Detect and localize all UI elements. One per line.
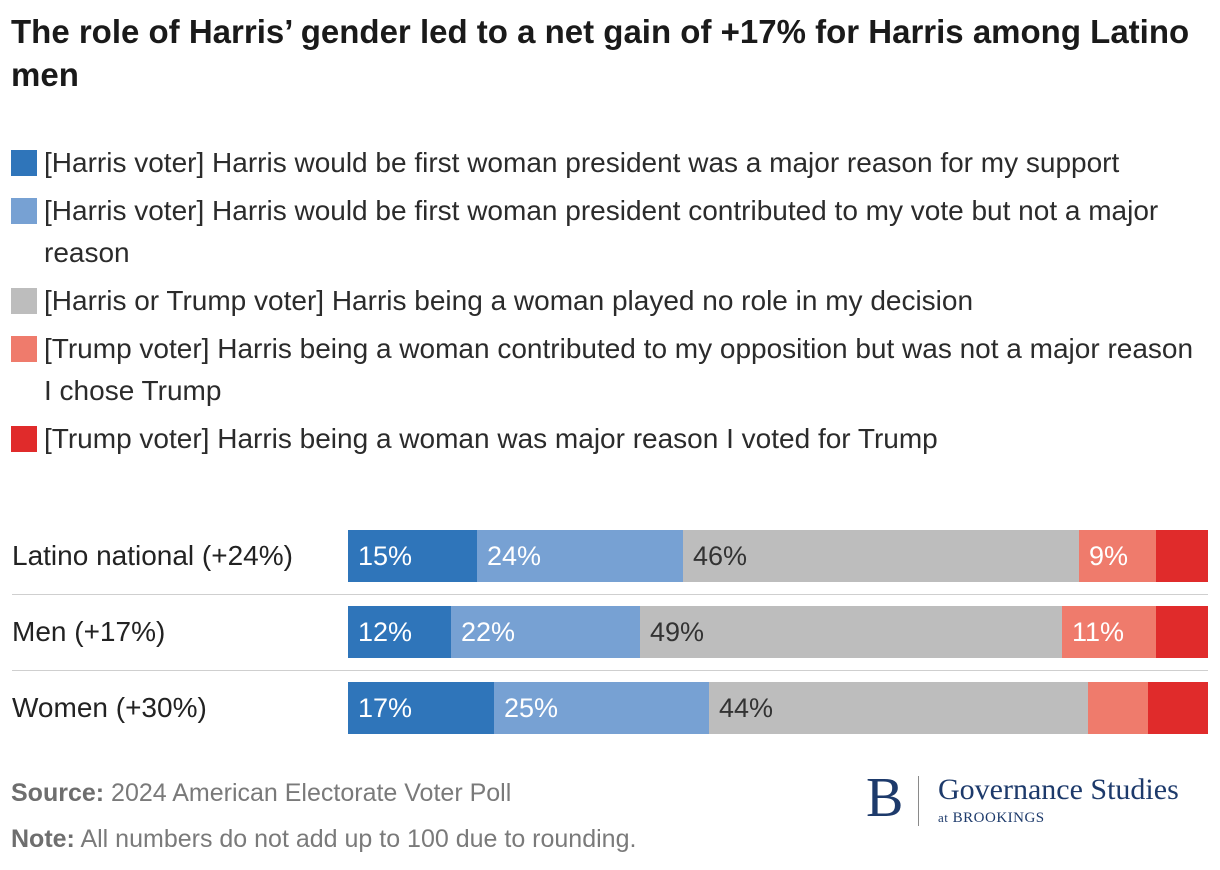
legend-item: [Trump voter] Harris being a woman was m… [11, 418, 1201, 460]
logo-sub-org: BROOKINGS [952, 810, 1045, 826]
bar-segment: 17% [348, 682, 494, 734]
row-separator [12, 594, 1208, 595]
legend-swatch [11, 336, 37, 362]
bar-segment: 22% [451, 606, 640, 658]
bar-segment [1156, 530, 1208, 582]
note-line: Note: All numbers do not add up to 100 d… [11, 825, 636, 854]
category-label: Men (+17%) [12, 616, 166, 647]
logo-mark: B [866, 767, 904, 829]
bar-segment: 46% [683, 530, 1079, 582]
legend-label: [Harris or Trump voter] Harris being a w… [44, 285, 974, 316]
category-label: Women (+30%) [12, 692, 207, 723]
source-line: Source: 2024 American Electorate Voter P… [11, 779, 511, 808]
data-label: 12% [358, 617, 413, 647]
bar-segment: 11% [1062, 606, 1156, 658]
legend-label: [Harris voter] Harris would be first wom… [44, 195, 1159, 268]
data-label: 11% [1072, 617, 1125, 647]
legend-label: [Harris voter] Harris would be first wom… [44, 147, 1120, 178]
data-label: 17% [358, 693, 413, 723]
legend-item: [Harris voter] Harris would be first wom… [11, 190, 1201, 274]
legend-item: [Trump voter] Harris being a woman contr… [11, 328, 1201, 412]
note-text: All numbers do not add up to 100 due to … [74, 825, 637, 853]
logo-sub-prefix: at [938, 810, 949, 825]
category-label: Latino national (+24%) [12, 540, 293, 571]
logo-subtitle: at BROOKINGS [938, 810, 1045, 827]
bar-segment: 9% [1079, 530, 1156, 582]
legend-item: [Harris voter] Harris would be first wom… [11, 142, 1201, 184]
bar-segment [1156, 606, 1208, 658]
bar-segment: 15% [348, 530, 477, 582]
bar-segment: 24% [477, 530, 683, 582]
stacked-bar-chart: Latino national (+24%) 15% 24% 46% 9% Men (+1… [0, 518, 1220, 748]
row-separator [12, 670, 1208, 671]
logo-divider [918, 776, 919, 826]
bar-segment: 25% [494, 682, 709, 734]
bar-segment: 44% [709, 682, 1088, 734]
data-label: 25% [504, 693, 559, 723]
legend-swatch [11, 150, 37, 176]
source-text: 2024 American Electorate Voter Poll [104, 779, 512, 807]
bar-row: 17% 25% 44% [348, 682, 1208, 734]
bar-segment: 12% [348, 606, 451, 658]
data-label: 49% [650, 617, 705, 647]
bar-row: 12% 22% 49% 11% [348, 606, 1208, 658]
chart-title: The role of Harris’ gender led to a net … [11, 13, 1190, 93]
bar-segment [1088, 682, 1148, 734]
data-label: 22% [461, 617, 516, 647]
legend-item: [Harris or Trump voter] Harris being a w… [11, 280, 1201, 322]
brookings-logo: B Governance Studies at BROOKINGS [862, 767, 1212, 830]
legend-label: [Trump voter] Harris being a woman was m… [44, 423, 938, 454]
logo-name: Governance Studies [938, 773, 1179, 806]
bar-row: 15% 24% 46% 9% [348, 530, 1208, 582]
data-label: 24% [487, 541, 542, 571]
data-label: 9% [1089, 541, 1129, 571]
source-label: Source: [11, 779, 105, 807]
legend-swatch [11, 288, 37, 314]
data-label: 46% [693, 541, 748, 571]
note-label: Note: [11, 825, 75, 853]
legend-label: [Trump voter] Harris being a woman contr… [44, 333, 1194, 406]
data-label: 44% [719, 693, 774, 723]
legend-swatch [11, 426, 37, 452]
legend: [Harris voter] Harris would be first wom… [11, 142, 1201, 466]
bar-segment [1148, 682, 1208, 734]
bar-segment: 49% [640, 606, 1062, 658]
legend-swatch [11, 198, 37, 224]
data-label: 15% [358, 541, 413, 571]
